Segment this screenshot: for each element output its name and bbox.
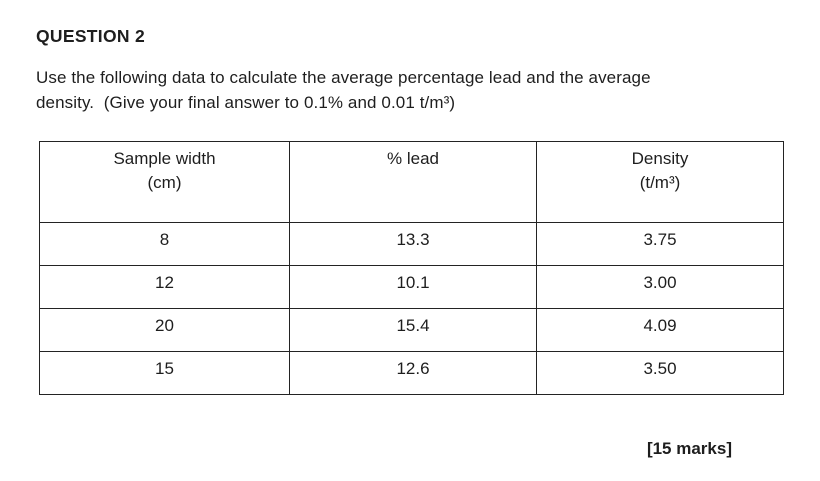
cell-percent-lead: 13.3 (289, 222, 537, 266)
cell-sample-width: 8 (39, 222, 290, 266)
cell-density: 3.00 (536, 265, 784, 309)
header-cell-percent-lead: % lead (289, 141, 537, 223)
table-header-row: Sample width (cm) % lead Density (t/m³) (39, 141, 784, 223)
question-heading: QUESTION 2 (36, 26, 145, 46)
cell-percent-lead: 12.6 (289, 351, 537, 395)
table-row: 12 10.1 3.00 (39, 265, 784, 309)
table-row: 8 13.3 3.75 (39, 222, 784, 266)
header-line-1: Density (631, 149, 689, 168)
table-row: 20 15.4 4.09 (39, 308, 784, 352)
question-instructions: Use the following data to calculate the … (36, 68, 651, 112)
header-cell-density: Density (t/m³) (536, 141, 784, 223)
cell-density: 3.50 (536, 351, 784, 395)
header-line-1: % lead (387, 149, 439, 168)
cell-sample-width: 15 (39, 351, 290, 395)
cell-density: 3.75 (536, 222, 784, 266)
cell-percent-lead: 10.1 (289, 265, 537, 309)
table-row: 15 12.6 3.50 (39, 351, 784, 395)
header-cell-sample-width: Sample width (cm) (39, 141, 290, 223)
marks-label: [15 marks] (646, 439, 732, 458)
header-line-2: (cm) (147, 173, 182, 192)
cell-percent-lead: 15.4 (289, 308, 537, 352)
data-table: Sample width (cm) % lead Density (t/m³) … (39, 141, 784, 395)
cell-sample-width: 12 (39, 265, 290, 309)
header-line-1: Sample width (113, 149, 216, 168)
cell-density: 4.09 (536, 308, 784, 352)
header-line-2: (t/m³) (639, 173, 681, 192)
cell-sample-width: 20 (39, 308, 290, 352)
